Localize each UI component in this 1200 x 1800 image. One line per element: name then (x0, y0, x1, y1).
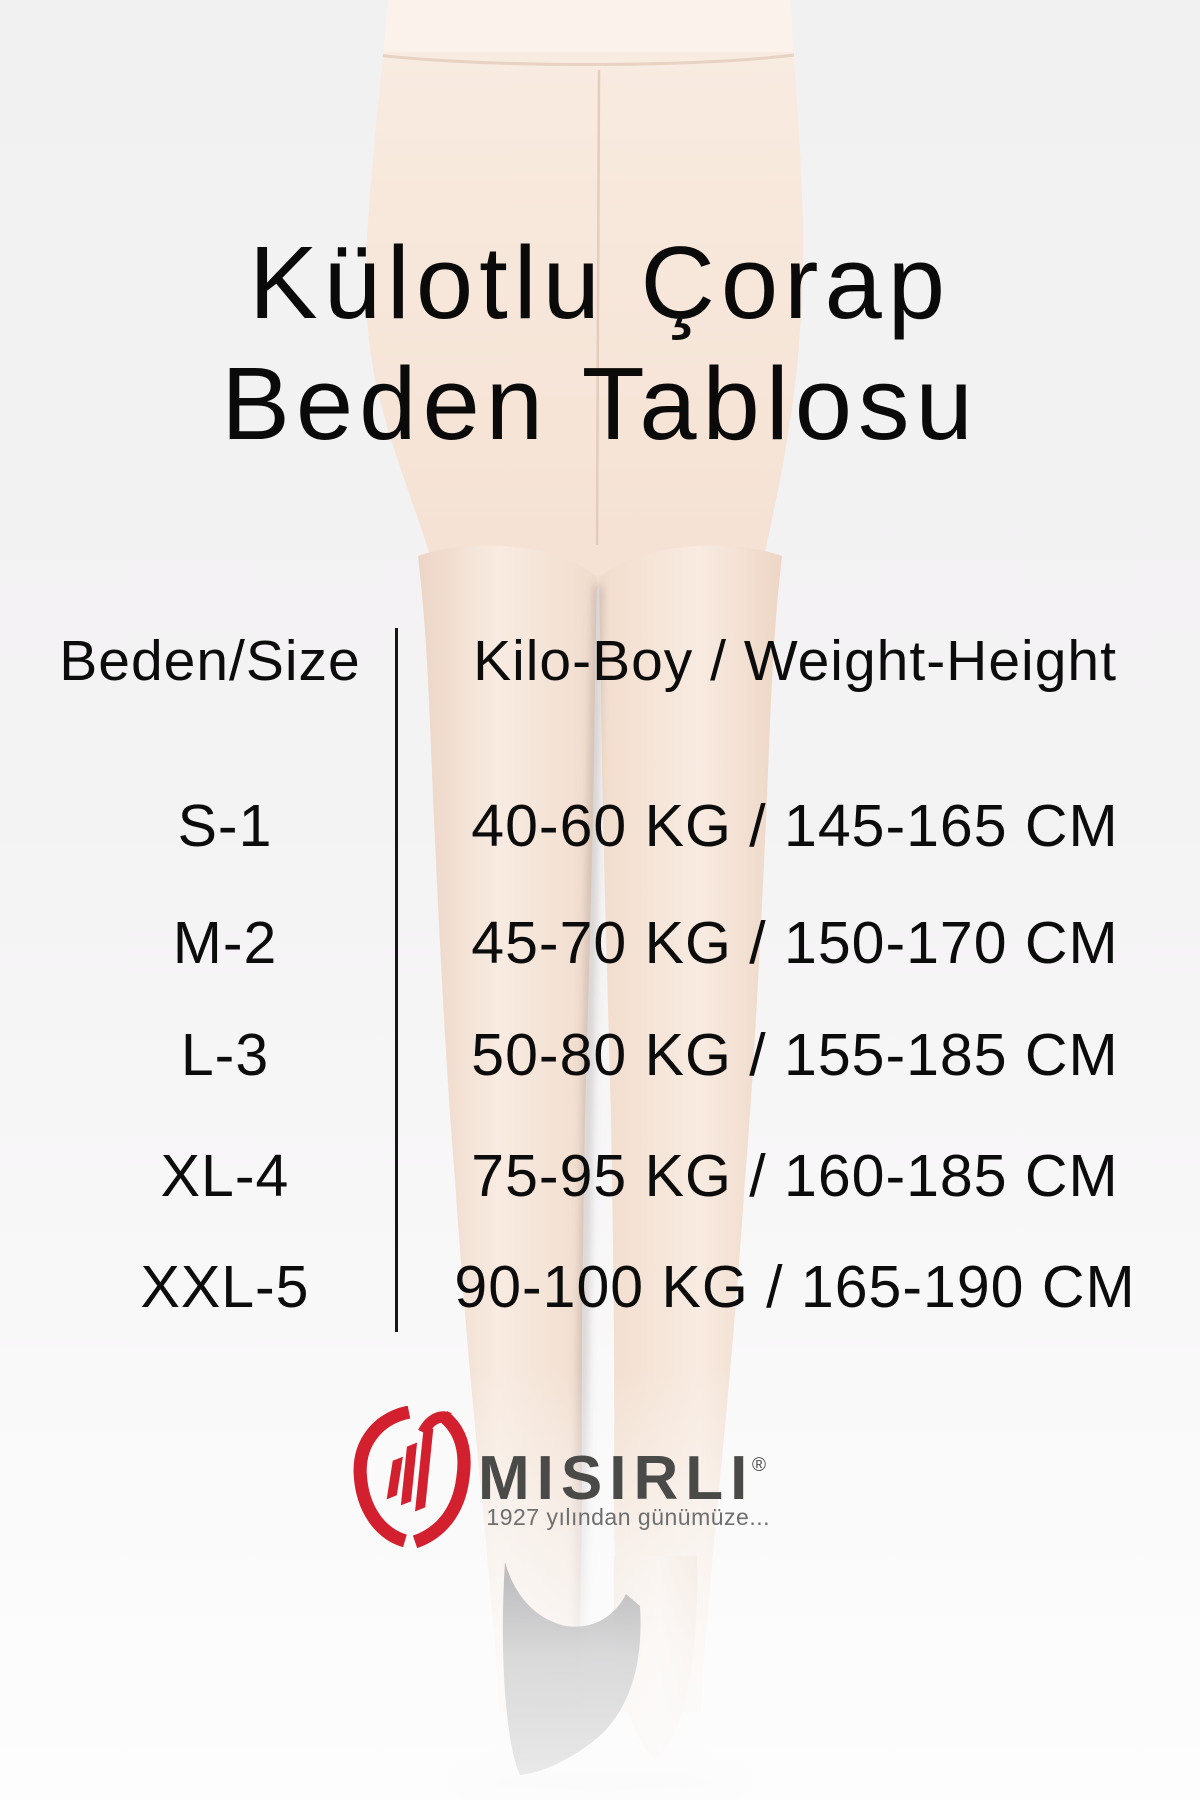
registered-trademark-symbol: ® (752, 1455, 766, 1476)
size-cell: M-2 (172, 910, 278, 976)
misirli-logo-emblem (353, 1406, 471, 1548)
column-divider-line (395, 628, 398, 1332)
emblem-left-arc (353, 1406, 411, 1548)
range-column-header: Kilo-Boy / Weight-Height (473, 629, 1117, 693)
size-cell: XL-4 (160, 1143, 290, 1209)
range-cell: 90-100 KG / 165-190 CM (454, 1254, 1136, 1320)
range-cell: 40-60 KG / 145-165 CM (471, 793, 1119, 859)
right-leg-shape (599, 545, 782, 1712)
range-cell: 75-95 KG / 160-185 CM (471, 1143, 1119, 1209)
size-cell: L-3 (180, 1022, 270, 1088)
range-cell: 45-70 KG / 150-170 CM (471, 910, 1119, 976)
page-title-line-1: Külotlu Çorap (248, 225, 952, 340)
emblem-wave-tail (418, 1411, 452, 1436)
size-cell: S-1 (177, 793, 273, 859)
size-column-header: Beden/Size (59, 629, 361, 693)
emblem-stripe-3 (415, 1428, 434, 1512)
brand-tagline: 1927 yılından günümüze... (486, 1504, 770, 1530)
waistband-highlight (365, 0, 804, 52)
range-cell: 50-80 KG / 155-185 CM (471, 1022, 1119, 1088)
floor-reflection (450, 1768, 750, 1800)
emblem-stripe-2 (400, 1442, 418, 1506)
emblem-stripe-1 (386, 1456, 403, 1500)
brand-wordmark: MISIRLI (478, 1444, 755, 1513)
page-title-line-2: Beden Tablosu (221, 346, 979, 461)
emblem-right-arc (412, 1410, 471, 1548)
size-cell: XXL-5 (140, 1254, 310, 1320)
